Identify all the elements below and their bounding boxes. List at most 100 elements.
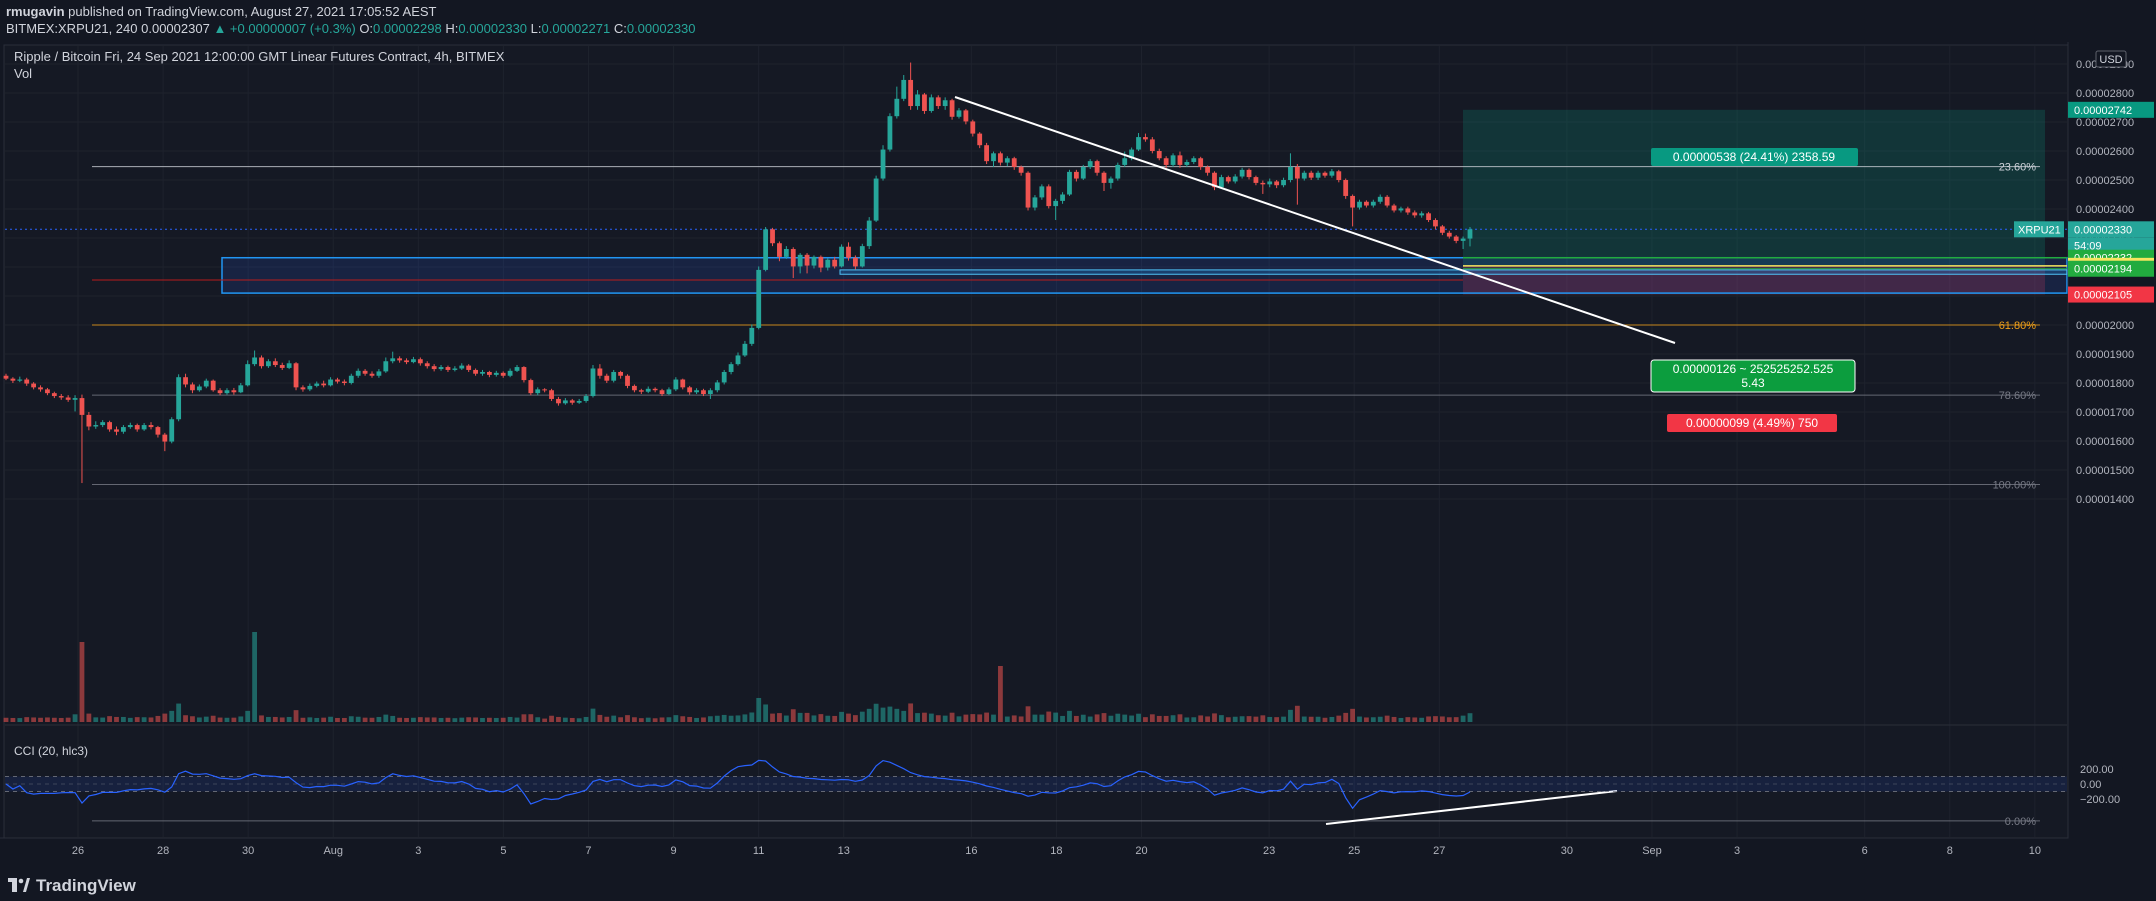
date-tick-label: 11 [753,845,764,857]
price-badge [2068,286,2154,303]
volume-legend: Vol [14,66,32,81]
volume-bar [45,717,50,722]
volume-bar [1073,715,1079,722]
volume-bar [1080,714,1086,722]
candle-body [742,343,748,356]
chart-title: Ripple / Bitcoin Fri, 24 Sep 2021 12:00:… [14,49,505,64]
price-badge [2068,101,2154,118]
volume-bar [707,716,713,722]
volume-bar [991,714,996,722]
price-tick-label: 0.00001800 [2076,378,2134,390]
date-tick-label: 25 [1348,845,1360,857]
candle-body [1101,172,1107,183]
candle-body [272,361,278,366]
candle-body [183,377,188,385]
price-badge [2068,221,2154,238]
volume-bar [1412,717,1418,722]
candle-body [839,246,844,267]
date-tick-label: 20 [1135,845,1147,857]
candle-body [1225,177,1231,182]
candle-body [1032,197,1038,208]
volume-bar [1143,717,1148,722]
volume-bar [369,717,375,722]
chart-canvas[interactable]: 0.00%23.60%61.80%78.60%100.00% 0.0000300… [0,42,2156,870]
volume-bar [1439,716,1445,722]
volume-bar [1094,714,1100,722]
cci-tick-label: 0.00 [2080,779,2101,791]
volume-bar [970,714,976,722]
candle-body [970,121,976,134]
volume-bar [107,716,112,722]
low-value: 0.00002271 [541,21,611,36]
candle-body [404,360,409,363]
currency-button[interactable] [2095,50,2127,68]
volume-bar [438,717,444,722]
candle-body [901,79,907,99]
candle-body [611,371,617,381]
volume-bar [728,715,734,722]
tradingview-icon [8,878,30,892]
candle-body [825,259,831,268]
volume-bar [383,714,389,722]
candle-body [17,379,23,381]
volume-bar [1129,715,1135,722]
volume-bar [348,716,354,722]
candle-body [1232,176,1238,182]
volume-bar [1115,713,1121,722]
volume-bar [1163,715,1169,722]
volume-bar [328,716,333,722]
candle-body [424,363,430,367]
volume-bar [590,708,596,722]
volume-bar [493,717,499,722]
volume-bar [839,711,844,722]
volume-bar [1433,716,1438,722]
candle-body [576,400,582,403]
volume-bar [749,712,755,722]
candle-body [1294,166,1300,179]
candle-body [728,364,734,372]
candle-body [963,110,969,122]
candle-body [507,370,513,376]
date-tick-label: Aug [323,845,343,857]
volume-bar [832,715,838,722]
volume-bar [362,717,368,722]
time-axis[interactable]: 26 28 30 Aug 3 5 7 9 11 13 16 18 20 23 25 27 30 Sep 3 6 8 10 [0,837,2068,857]
candle-body [321,383,327,386]
author-name[interactable]: rmugavin [6,4,65,19]
volume-bar [873,703,879,722]
price-tick-label: 0.00001700 [2076,407,2134,419]
candle-body [1053,200,1059,207]
volume-bar [866,708,872,722]
candle-body [259,357,264,367]
candle-body [1080,166,1086,179]
candle-body [1246,169,1252,178]
candle-body [783,249,789,257]
candle-body [314,383,320,386]
volume-bar [507,716,513,722]
volume-bar [1308,716,1314,722]
volume-bar [279,717,285,722]
date-tick-label: 3 [1734,845,1740,857]
candle-body [210,380,216,391]
tradingview-logo[interactable]: TradingView [8,876,136,896]
currency-label: USD [2099,54,2122,66]
volume-bar [1329,716,1335,722]
candle-body [224,390,230,394]
cci-tick-label: −200.00 [2080,794,2120,806]
volume-bar [397,717,403,722]
volume-bar [1039,714,1045,722]
volume-bar [231,717,237,722]
stop-zone [1463,265,2045,295]
price-tick-label: 0.00002000 [2076,320,2134,332]
candle-body [638,390,644,392]
candle-body [1260,182,1266,185]
volume-bar [217,717,223,722]
candle-body [922,94,927,111]
volume-bar [1274,717,1280,722]
candle-body [1067,171,1072,195]
volume-bar [224,717,230,722]
candle-body [832,259,838,267]
candle-body [721,371,727,383]
price-tick-label: 0.00002700 [2076,117,2134,129]
volume-bar [1315,716,1321,722]
